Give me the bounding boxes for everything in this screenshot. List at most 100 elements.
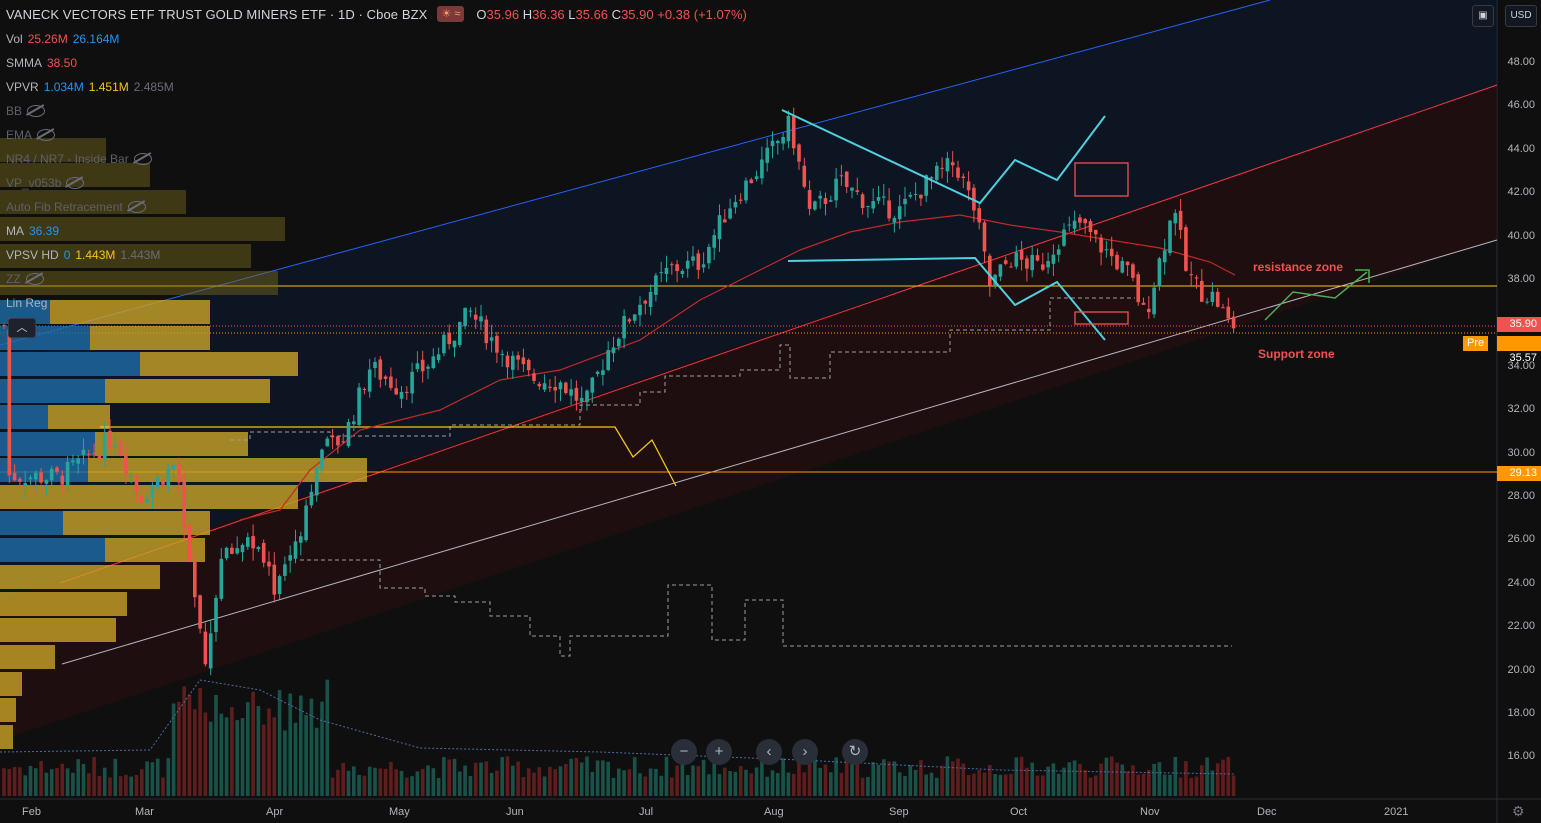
volume-bar [871, 762, 875, 796]
indicator-zz[interactable]: ZZ [6, 272, 44, 286]
indicator-smma[interactable]: SMMA 38.50 [6, 56, 78, 70]
candle-body [378, 359, 383, 380]
chart-header: VANECK VECTORS ETF TRUST GOLD MINERS ETF… [6, 6, 747, 22]
symbol-title[interactable]: VANECK VECTORS ETF TRUST GOLD MINERS ETF… [6, 6, 428, 22]
volume-bar [489, 772, 494, 796]
candle-body [1120, 260, 1125, 273]
volume-bar [781, 758, 785, 796]
volume-bar [712, 761, 716, 796]
hidden-eye-icon[interactable] [25, 273, 44, 285]
volume-bar [415, 771, 420, 796]
settings-gear-icon[interactable]: ⚙ [1512, 803, 1525, 819]
candle-body [171, 465, 176, 470]
indicator-vpvr[interactable]: VPVR 1.034M 1.451M 2.485M [6, 80, 174, 94]
reset-chart-button[interactable]: ↻ [842, 739, 868, 765]
hidden-eye-icon[interactable] [66, 177, 85, 189]
volume-bar [648, 768, 653, 796]
price-axis-tick: 46.00 [1507, 99, 1535, 112]
candle-body [505, 355, 510, 368]
time-axis-tick: Apr [266, 806, 284, 818]
lower-channel-fill [0, 85, 1497, 740]
candle-body [564, 382, 568, 393]
volume-bar [505, 756, 510, 796]
volume-bar [685, 775, 690, 796]
volume-bar [1226, 756, 1231, 796]
candle-body [1035, 255, 1040, 261]
candle-body [187, 524, 192, 562]
volume-bar [442, 757, 446, 796]
volume-bar [860, 777, 865, 796]
candle-body [235, 548, 239, 554]
volume-bar [182, 686, 186, 796]
indicator-ma[interactable]: MA 36.39 [6, 224, 60, 238]
hidden-eye-icon[interactable] [127, 201, 146, 213]
volume-bar [49, 769, 54, 796]
volume-bar [208, 721, 213, 796]
volume-profile-faded [0, 190, 186, 214]
indicator-nr4[interactable]: NR4 / NR7 - Inside Bar [6, 152, 152, 166]
candle-body [892, 217, 897, 223]
volume-bar [844, 757, 849, 796]
indicator-fib[interactable]: Auto Fib Retracement [6, 200, 146, 214]
candle-body [442, 334, 446, 354]
volume-bar [134, 774, 139, 796]
candle-body [452, 340, 457, 348]
hidden-eye-icon[interactable] [37, 129, 56, 141]
candle-body [208, 633, 213, 669]
candle-body [712, 235, 716, 248]
entry-box [1074, 311, 1129, 325]
scroll-forward-button[interactable]: › [792, 739, 818, 765]
candle-body [198, 595, 202, 629]
volume-bar [601, 760, 605, 796]
collapse-legend-button[interactable]: ︿ [8, 318, 36, 338]
candle-body [738, 199, 743, 201]
indicator-bb[interactable]: BB [6, 104, 46, 118]
candle-body [850, 187, 854, 191]
volume-bar [288, 693, 292, 796]
candle-body [193, 562, 197, 598]
ohlc-values: O35.96 H36.36 L35.66 C35.90 +0.38 (+1.07… [476, 6, 747, 22]
zoom-in-button[interactable]: + [706, 739, 732, 765]
zoom-out-button[interactable]: − [671, 739, 697, 765]
volume-bar [754, 767, 759, 796]
time-axis-tick: Mar [135, 806, 154, 818]
volume-bar [224, 717, 229, 796]
session-badge[interactable]: ☀ ≈ [437, 6, 465, 22]
candle-body [574, 387, 579, 401]
candle-body [81, 449, 86, 455]
volume-bar [1141, 773, 1146, 796]
volume-bar [410, 776, 414, 796]
volume-bar [97, 776, 102, 796]
volume-bar [214, 694, 218, 796]
candle-body [463, 307, 467, 327]
candle-body [267, 561, 271, 567]
hidden-eye-icon[interactable] [133, 153, 152, 165]
indicator-vol[interactable]: Vol 25.26M 26.164M [6, 32, 120, 46]
price-axis-tick: 34.00 [1507, 360, 1535, 372]
time-axis-tick: Nov [1140, 806, 1160, 818]
volume-bar [701, 759, 706, 796]
scroll-back-button[interactable]: ‹ [756, 739, 782, 765]
volume-bar [1104, 757, 1109, 796]
volume-bar [977, 769, 981, 796]
indicator-ema[interactable]: EMA [6, 128, 56, 142]
candle-body [749, 179, 754, 184]
candle-body [526, 359, 531, 371]
candle-body [320, 449, 324, 470]
indicator-linreg[interactable]: Lin Reg [6, 296, 48, 310]
candle-body [1030, 254, 1034, 271]
volume-bar [728, 771, 732, 796]
volume-bar [839, 772, 844, 796]
candle-body [277, 576, 282, 595]
currency-button[interactable]: USD [1505, 5, 1537, 27]
volume-bar [267, 708, 271, 796]
volume-profile-sell [0, 592, 127, 616]
volume-bar [1003, 774, 1008, 796]
layout-icon[interactable]: ▣ [1472, 5, 1494, 27]
indicator-vp[interactable]: VP_v053b [6, 176, 85, 190]
hidden-eye-icon[interactable] [27, 105, 46, 117]
volume-bar [203, 712, 208, 796]
indicator-vpsv[interactable]: VPSV HD 0 1.443M 1.443M [6, 248, 161, 262]
volume-bar [834, 757, 838, 796]
